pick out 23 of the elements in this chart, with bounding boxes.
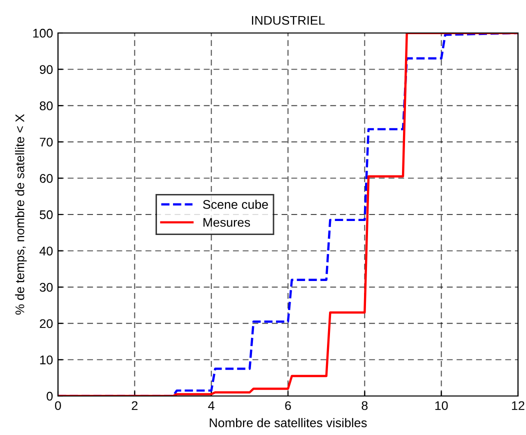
y-tick-label: 50 <box>40 210 53 220</box>
chart-title: INDUSTRIEL <box>252 16 325 25</box>
y-tick-label: 60 <box>40 174 53 183</box>
y-tick-label: 10 <box>40 356 53 364</box>
legend-label: Scene cube <box>203 200 268 209</box>
y-tick-label: 80 <box>40 101 53 110</box>
y-tick-label: 20 <box>40 319 53 328</box>
x-axis-title: Nombre de satellites visibles <box>210 418 367 428</box>
legend-label: Mesures <box>204 218 250 227</box>
x-tick-label: 8 <box>362 401 368 410</box>
x-tick-label: 6 <box>285 401 291 410</box>
y-axis-title: % de temps, nombre de satellite < X <box>15 114 27 315</box>
x-tick-label: 0 <box>55 401 61 410</box>
x-tick-label: 10 <box>435 401 448 410</box>
y-tick-label: 0 <box>46 392 53 401</box>
x-tick-label: 2 <box>132 401 138 410</box>
y-tick-label: 90 <box>40 65 53 74</box>
y-tick-label: 100 <box>33 28 53 38</box>
x-tick-label: 12 <box>512 401 524 410</box>
y-tick-label: 40 <box>40 246 53 256</box>
y-tick-label: 70 <box>40 138 53 147</box>
x-tick-label: 4 <box>208 401 214 410</box>
y-tick-label: 30 <box>40 282 53 292</box>
